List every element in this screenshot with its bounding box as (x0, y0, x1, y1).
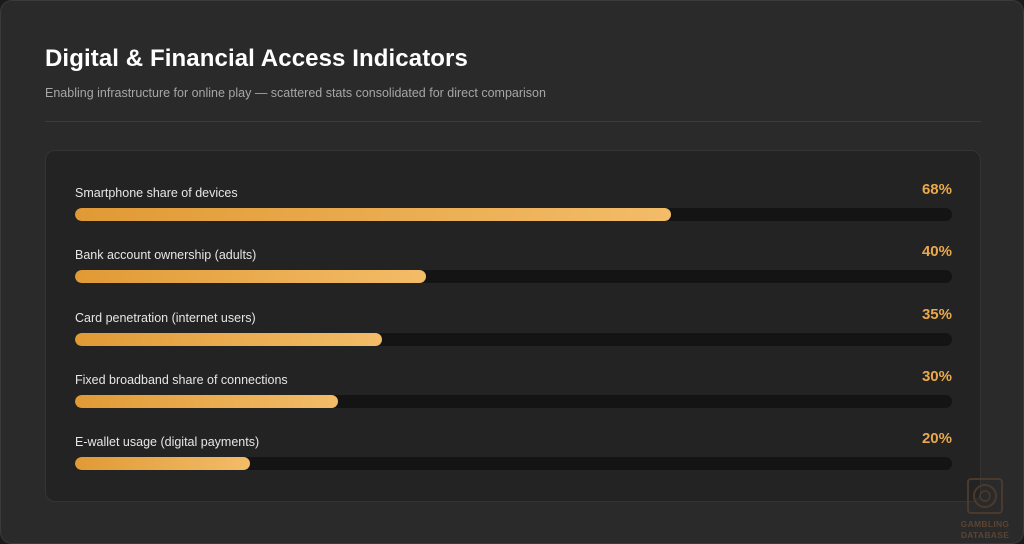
bar-value-label: 35% (921, 305, 952, 323)
bar (75, 394, 339, 408)
watermark-text-line1: GAMBLING (960, 519, 1010, 529)
bar-label: Card penetration (internet users) (75, 310, 256, 325)
watermark-logo: GAMBLING DATABASE (953, 477, 1017, 541)
bar-track (75, 394, 952, 408)
bar-label: Smartphone share of devices (75, 186, 238, 200)
bar-track (75, 208, 952, 221)
page-subtitle: Enabling infrastructure for online play … (45, 86, 546, 100)
bar-chart-panel: Smartphone share of devices 68% Bank acc… (45, 150, 981, 502)
watermark-text-line2: DATABASE (960, 530, 1010, 540)
bar-label: Fixed broadband share of connections (75, 372, 288, 387)
bar-row-0: Smartphone share of devices 68% (75, 181, 952, 226)
bar-value-label: 40% (921, 243, 952, 261)
bar (75, 208, 672, 221)
bar-row-3: Fixed broadband share of connections 30% (75, 368, 952, 413)
divider (45, 121, 981, 122)
bar-track (75, 457, 952, 471)
bar-value-label: 30% (921, 367, 952, 385)
bar (75, 270, 426, 284)
page-title: Digital & Financial Access Indicators (45, 45, 468, 72)
bar (75, 457, 251, 471)
bar-row-1: Bank account ownership (adults) 40% (75, 243, 952, 288)
bar-label: Bank account ownership (adults) (75, 248, 257, 263)
watermark-icon (967, 478, 1003, 514)
bar-value-label: 20% (921, 430, 952, 448)
bar-track (75, 270, 952, 284)
bar-label: E-wallet usage (digital payments) (75, 435, 260, 450)
bar-row-2: Card penetration (internet users) 35% (75, 306, 952, 351)
bar-track (75, 332, 952, 346)
bar-row-4: E-wallet usage (digital payments) 20% (75, 430, 952, 475)
bar (75, 332, 382, 346)
bar-value-label: 68% (921, 181, 952, 198)
